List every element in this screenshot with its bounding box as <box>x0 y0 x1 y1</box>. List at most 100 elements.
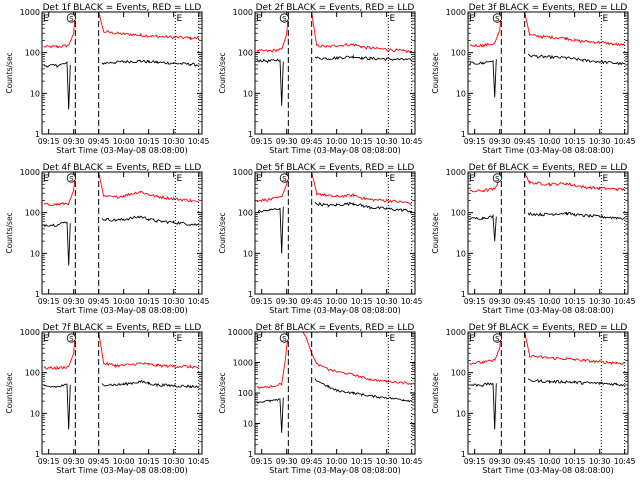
x-tick-label: 10:00 <box>113 457 135 466</box>
detector-panel: Det 1f BLACK = Events, RED = LLD 1 10 100 10… <box>5 3 210 155</box>
panel-title: Det 5f BLACK = Events, RED = LLD <box>256 163 415 173</box>
x-tick-label: 10:45 <box>614 137 636 146</box>
x-tick-label: 10:30 <box>163 297 185 306</box>
e-marker-label: E <box>43 14 49 24</box>
e-marker-label: E <box>389 14 395 24</box>
panel-title: Det 6f BLACK = Events, RED = LLD <box>469 163 628 173</box>
x-tick-label: 10:45 <box>188 137 210 146</box>
x-axis-label: Start Time (03-May-08 08:08:00) <box>482 306 613 315</box>
s-marker-label: S <box>282 335 287 343</box>
y-tick-label: 10 <box>456 249 466 258</box>
s-marker-circle <box>66 173 76 183</box>
x-tick-label: 09:15 <box>38 457 60 466</box>
y-tick-label: 1000 <box>233 359 253 368</box>
y-tick-label: 1 <box>461 130 466 139</box>
panel-title: Det 1f BLACK = Events, RED = LLD <box>43 3 202 13</box>
lld-series-line <box>256 12 412 54</box>
e-marker-label: E <box>43 334 49 344</box>
s-marker-circle <box>66 333 76 343</box>
x-tick-label: 09:30 <box>489 137 511 146</box>
e-marker-label: E <box>43 174 49 184</box>
y-tick-label: 100 <box>451 369 466 378</box>
detector-panel: Det 6f BLACK = Events, RED = LLD 1 10 100 10… <box>431 163 636 315</box>
x-axis-label: Start Time (03-May-08 08:08:00) <box>482 146 613 155</box>
e-marker-label: E <box>176 174 182 184</box>
y-tick-label: 1000 <box>233 8 253 17</box>
lld-series-line <box>43 12 200 49</box>
x-tick-label: 10:30 <box>376 297 398 306</box>
y-tick-label: 1000 <box>20 168 40 177</box>
x-tick-label: 10:45 <box>614 457 636 466</box>
s-marker-label: S <box>69 335 74 343</box>
e-marker-label: E <box>389 334 395 344</box>
panel-title: Det 8f BLACK = Events, RED = LLD <box>256 323 415 333</box>
e-marker-label: E <box>176 14 182 24</box>
events-series-line <box>43 215 199 266</box>
x-tick-label: 09:45 <box>514 137 536 146</box>
x-tick-label: 10:30 <box>589 457 611 466</box>
x-tick-label: 10:30 <box>163 457 185 466</box>
e-marker-label: E <box>256 174 262 184</box>
e-marker-label: E <box>256 334 262 344</box>
x-axis-label: Start Time (03-May-08 08:08:00) <box>269 466 400 475</box>
x-tick-label: 10:15 <box>564 457 586 466</box>
detector-panel: Det 4f BLACK = Events, RED = LLD 1 10 100 10… <box>5 163 210 315</box>
s-marker-circle <box>279 13 289 23</box>
s-marker-label: S <box>69 175 74 183</box>
panel-title: Det 2f BLACK = Events, RED = LLD <box>256 3 415 13</box>
s-marker-circle <box>279 173 289 183</box>
y-tick-label: 1000 <box>233 168 253 177</box>
x-tick-label: 10:15 <box>138 297 160 306</box>
y-tick-label: 1 <box>35 290 40 299</box>
e-marker-label: E <box>602 334 608 344</box>
y-axis-label: Counts/sec <box>431 52 440 93</box>
x-tick-label: 09:30 <box>489 457 511 466</box>
s-marker-circle <box>492 333 502 343</box>
x-tick-label: 09:15 <box>464 297 486 306</box>
y-tick-label: 1 <box>35 130 40 139</box>
x-tick-label: 10:00 <box>539 297 561 306</box>
s-marker-circle <box>492 173 502 183</box>
s-marker-circle <box>66 13 76 23</box>
y-tick-label: 1 <box>248 450 253 459</box>
e-marker-label: E <box>602 14 608 24</box>
x-tick-label: 09:15 <box>251 457 273 466</box>
x-tick-label: 09:15 <box>38 137 60 146</box>
y-tick-label: 10 <box>456 89 466 98</box>
x-tick-label: 10:45 <box>401 297 423 306</box>
plot-frame <box>41 171 203 295</box>
x-tick-label: 10:30 <box>589 137 611 146</box>
s-marker-label: S <box>495 335 500 343</box>
y-tick-label: 10 <box>30 249 40 258</box>
y-tick-label: 1 <box>35 450 40 459</box>
y-tick-label: 1 <box>461 450 466 459</box>
y-tick-label: 10 <box>30 409 40 418</box>
y-tick-label: 10 <box>30 89 40 98</box>
x-tick-label: 09:15 <box>251 297 273 306</box>
detector-panel: Det 9f BLACK = Events, RED = LLD 1 10 100 10… <box>431 323 636 475</box>
x-tick-label: 10:15 <box>564 297 586 306</box>
s-marker-circle <box>279 333 289 343</box>
x-tick-label: 09:15 <box>251 137 273 146</box>
lld-series-line <box>469 12 625 48</box>
x-tick-label: 09:45 <box>514 457 536 466</box>
events-series-line <box>469 211 625 242</box>
events-series-line <box>469 53 625 98</box>
x-axis-label: Start Time (03-May-08 08:08:00) <box>56 306 187 315</box>
y-tick-label: 1000 <box>20 8 40 17</box>
events-series-line <box>43 59 199 110</box>
x-tick-label: 09:45 <box>88 297 110 306</box>
plot-frame <box>254 171 416 295</box>
x-tick-label: 10:00 <box>539 137 561 146</box>
e-marker-label: E <box>256 14 262 24</box>
e-marker-label: E <box>176 334 182 344</box>
y-tick-label: 1 <box>461 290 466 299</box>
y-tick-label: 1000 <box>20 328 40 337</box>
plot-frame <box>467 11 629 135</box>
x-tick-label: 10:30 <box>376 457 398 466</box>
x-tick-label: 09:30 <box>276 137 298 146</box>
x-tick-label: 09:45 <box>88 457 110 466</box>
x-tick-label: 09:45 <box>514 297 536 306</box>
e-marker-label: E <box>602 174 608 184</box>
